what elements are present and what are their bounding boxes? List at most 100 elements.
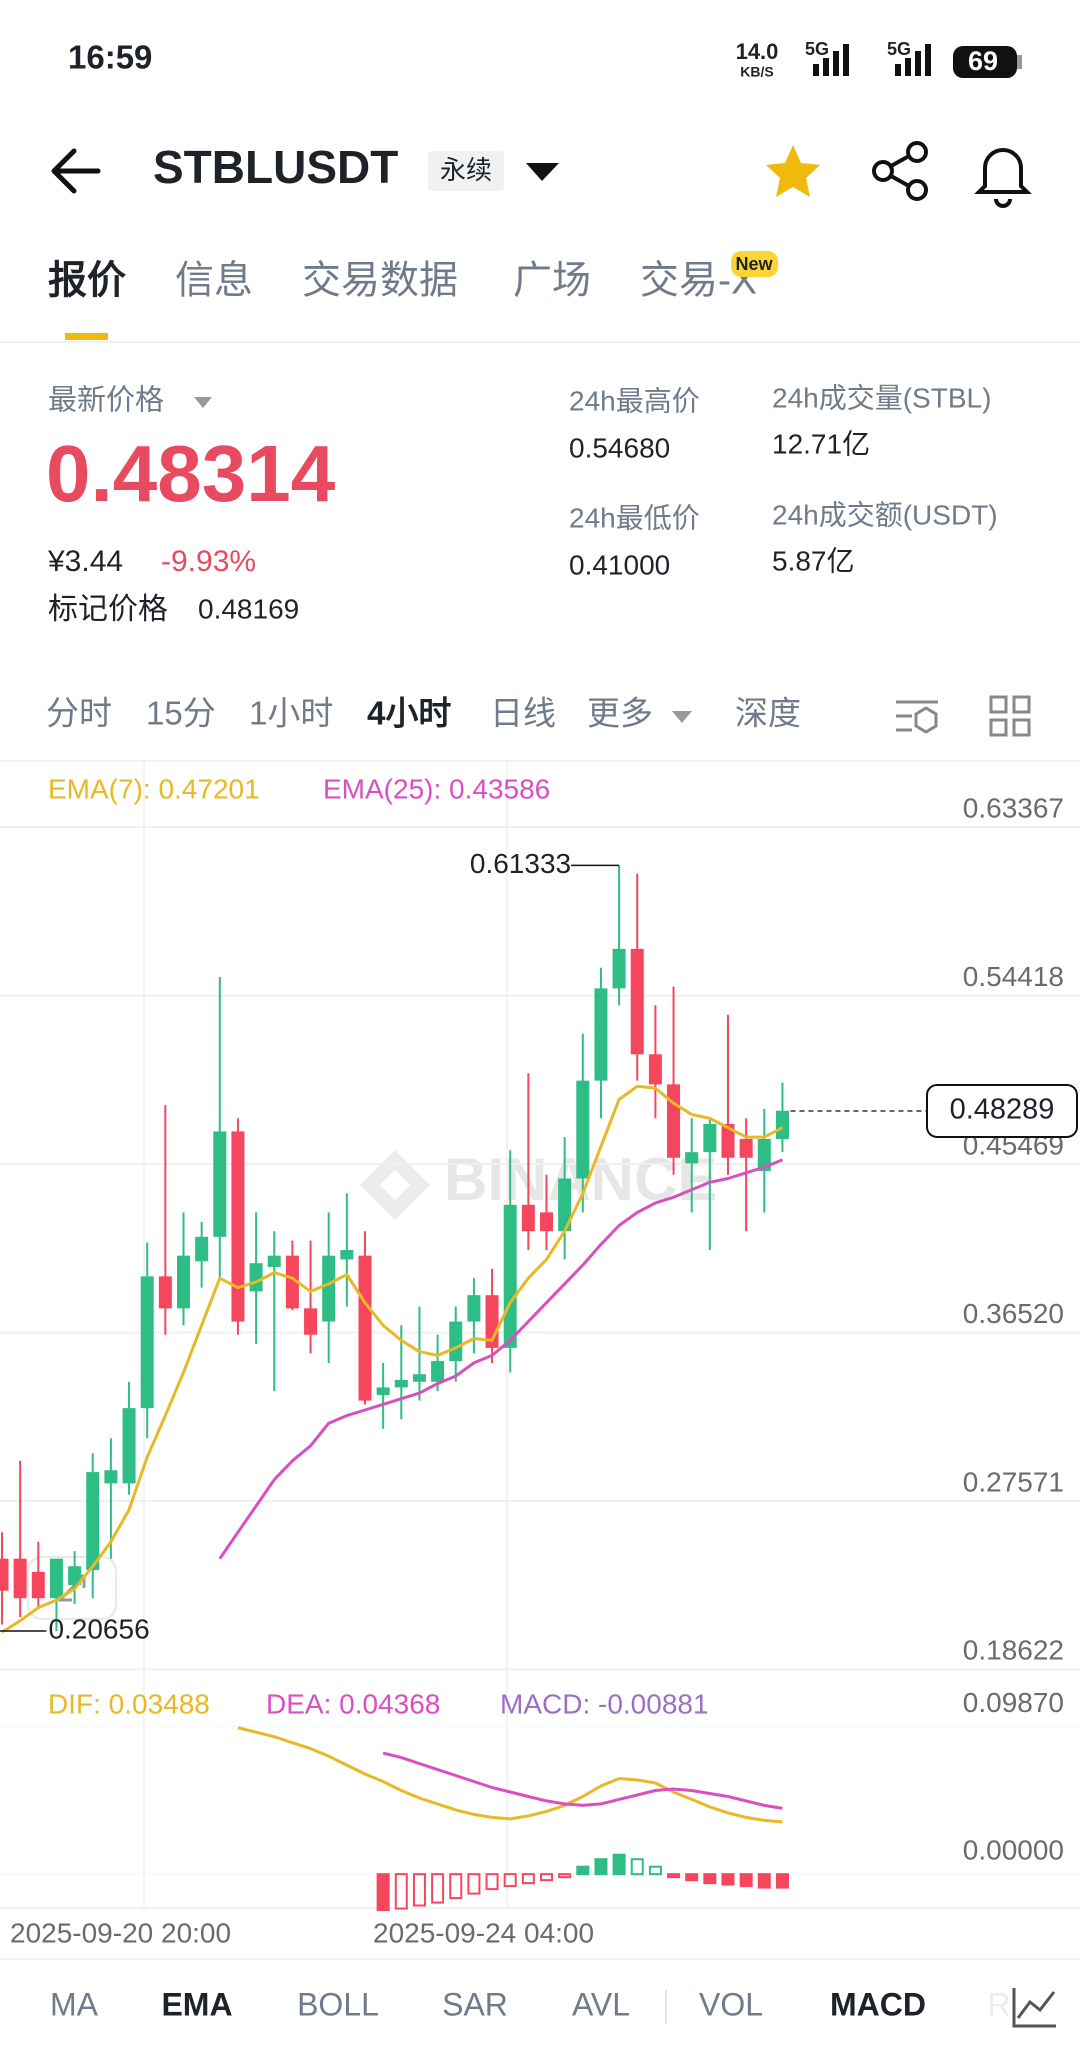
- macd-bar: [775, 1873, 789, 1889]
- macd-bar: [376, 1873, 390, 1912]
- symbol[interactable]: STBLUSDT: [153, 141, 398, 193]
- last-price-label: 0.48289: [950, 1094, 1055, 1126]
- stat-label: 24h成交量(STBL): [772, 382, 991, 413]
- settings-icon[interactable]: [896, 700, 938, 734]
- candle-body: [31, 1571, 45, 1599]
- candle-body: [503, 1204, 517, 1348]
- macd-bar: [394, 1873, 408, 1910]
- indicator-tab[interactable]: VOL: [699, 1986, 763, 2022]
- interval[interactable]: 分时: [46, 695, 112, 732]
- tab[interactable]: 信息: [175, 259, 253, 302]
- y-tick-label: 0.27571: [963, 1466, 1064, 1497]
- candle-body: [158, 1276, 172, 1309]
- candle-body: [757, 1138, 771, 1171]
- last-price-box: [926, 1083, 1078, 1138]
- candle-body: [576, 1080, 590, 1179]
- signal-icon: [895, 44, 931, 76]
- divider: [0, 1907, 1080, 1909]
- candle-body: [340, 1250, 354, 1260]
- interval[interactable]: 更多: [587, 695, 653, 732]
- price-dropdown[interactable]: [194, 397, 212, 408]
- candle-body: [249, 1263, 263, 1292]
- macd-bar: [431, 1873, 445, 1904]
- candle-body: [594, 988, 608, 1081]
- candle-body: [13, 1558, 27, 1599]
- legend-entry: DIF: 0.03488: [48, 1688, 210, 1719]
- y-tick-label: 0.18622: [963, 1635, 1064, 1666]
- tab[interactable]: 广场: [513, 259, 591, 302]
- candle-body: [104, 1470, 118, 1484]
- indicator-line: [218, 1158, 783, 1560]
- high-label: 0.61333: [470, 848, 571, 879]
- tab[interactable]: 报价: [48, 259, 126, 302]
- net-unit: KB/S: [740, 64, 773, 80]
- divider: [0, 1958, 1080, 1960]
- indicator-tab[interactable]: BOLL: [297, 1986, 379, 2022]
- battery-level: 69: [968, 46, 998, 76]
- mark-price-label: 标记价格: [48, 593, 168, 626]
- more-dropdown[interactable]: [672, 711, 692, 723]
- y-tick-label: 0.36520: [963, 1298, 1064, 1329]
- layout-icon[interactable]: [989, 695, 1031, 737]
- battery: [953, 46, 1017, 78]
- macd-bar: [521, 1873, 535, 1885]
- interval[interactable]: 1小时: [249, 695, 333, 732]
- indicator-tab[interactable]: EMA: [161, 1986, 232, 2022]
- macd-bar: [540, 1873, 553, 1882]
- stat-value: 0.54680: [569, 432, 670, 463]
- candle-body: [775, 1110, 789, 1139]
- interval[interactable]: 日线: [490, 695, 556, 732]
- indicator-tab[interactable]: MACD: [830, 1986, 926, 2022]
- candle-body: [540, 1212, 553, 1232]
- divider: [0, 760, 1080, 762]
- signal-icon: [813, 44, 849, 76]
- macd-bar: [558, 1873, 572, 1879]
- interval[interactable]: 4小时: [367, 695, 451, 732]
- interval[interactable]: 深度: [735, 695, 801, 732]
- candle-body: [612, 948, 626, 989]
- alert-button[interactable]: [974, 148, 1032, 208]
- candle-body: [467, 1295, 481, 1322]
- candle-body: [521, 1204, 535, 1232]
- candle-body: [703, 1123, 717, 1153]
- candle-body: [721, 1123, 735, 1158]
- macd-bar: [594, 1858, 608, 1876]
- tab[interactable]: 交易数据: [302, 259, 458, 302]
- indicator-line: [382, 1751, 783, 1810]
- candle-body: [68, 1566, 82, 1586]
- indicator-tab[interactable]: AVL: [572, 1986, 630, 2022]
- favorite-star[interactable]: [766, 145, 820, 197]
- macd-bar: [612, 1853, 626, 1876]
- legend-entry: EMA(25): 0.43586: [323, 773, 550, 804]
- stat-value: 0.41000: [569, 549, 670, 580]
- candle-body: [358, 1255, 372, 1401]
- sim2-label: 5G: [887, 39, 911, 59]
- divider: [0, 341, 1080, 343]
- mark-price: 0.48169: [198, 593, 299, 624]
- candle-body: [122, 1408, 136, 1484]
- legend-entry: DEA: 0.04368: [266, 1688, 440, 1719]
- stat-value: 12.71亿: [772, 428, 870, 459]
- macd-bar: [667, 1873, 681, 1879]
- macd-bar: [503, 1873, 517, 1888]
- candle-body: [376, 1387, 390, 1395]
- share-button[interactable]: [872, 141, 928, 201]
- candle-body: [648, 1054, 662, 1085]
- contract-badge: [428, 151, 504, 191]
- candle-body: [394, 1379, 408, 1388]
- indicator-tab[interactable]: SAR: [442, 1986, 508, 2022]
- candle-body: [86, 1472, 100, 1570]
- candle-body: [285, 1255, 299, 1309]
- back-button[interactable]: [51, 148, 101, 194]
- candle-body: [213, 1131, 227, 1237]
- symbol-dropdown[interactable]: [526, 163, 559, 181]
- candle-body: [49, 1558, 63, 1599]
- macd-bar: [703, 1873, 717, 1885]
- last-price: 0.48314: [46, 429, 336, 518]
- interval[interactable]: 15分: [146, 695, 216, 732]
- indicator-line: [1, 1084, 784, 1634]
- indicator-settings-icon[interactable]: [1012, 1988, 1056, 2028]
- indicator-tab[interactable]: MA: [50, 1986, 99, 2022]
